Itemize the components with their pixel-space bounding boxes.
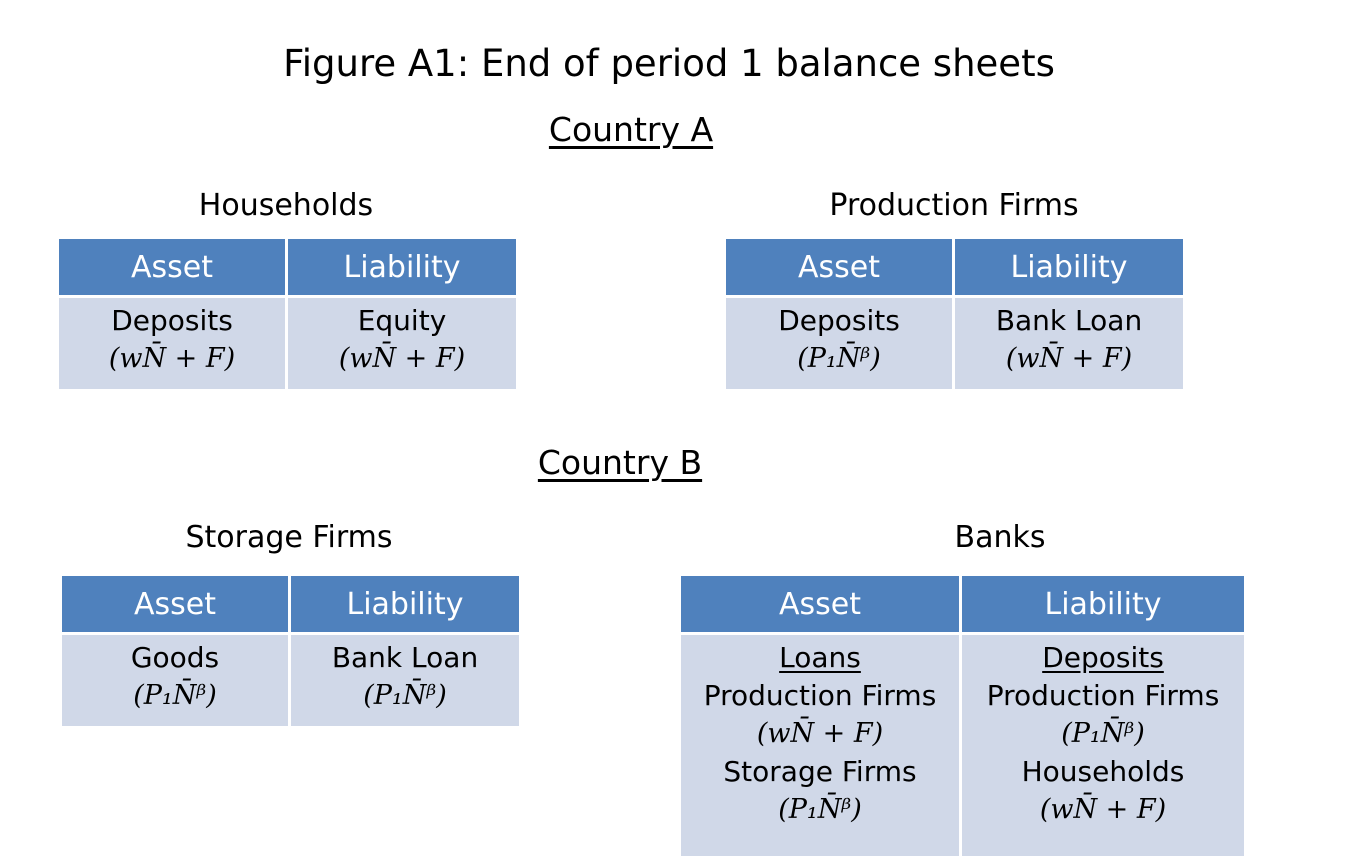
storage-firms-liability-cell: Bank Loan (P₁N̄ᵝ) (288, 632, 522, 729)
households-liability-header: Liability (285, 236, 519, 298)
production-firms-balance-sheet: Asset Liability Deposits (P₁N̄ᵝ) Bank Lo… (723, 236, 1186, 392)
production-firms-liability-cell: Bank Loan (wN̄ + F) (952, 295, 1186, 392)
storage-firms-goods-label: Goods (130, 641, 220, 674)
households-asset-cell: Deposits (wN̄ + F) (56, 295, 288, 392)
banks-deposits-households-label: Households (1021, 755, 1185, 788)
banks-loans-production-firms-label: Production Firms (703, 679, 937, 712)
households-liability-cell: Equity (wN̄ + F) (285, 295, 519, 392)
banks-deposits-production-firms-value: (P₁N̄ᵝ) (1061, 718, 1145, 749)
banks-liability-header: Liability (959, 573, 1247, 635)
banks-deposits-label: Deposits (1042, 641, 1164, 674)
households-deposits-label: Deposits (111, 304, 233, 337)
households-deposits-value: (wN̄ + F) (108, 343, 236, 374)
production-firms-bank-loan-label: Bank Loan (995, 304, 1143, 337)
storage-firms-liability-header: Liability (288, 573, 522, 635)
production-firms-asset-header: Asset (723, 236, 955, 298)
figure-title: Figure A1: End of period 1 balance sheet… (283, 42, 1055, 85)
storage-firms-bank-loan-label: Bank Loan (331, 641, 479, 674)
banks-loans-production-firms-value: (wN̄ + F) (756, 718, 884, 749)
production-firms-deposits-value: (P₁N̄ᵝ) (797, 343, 881, 374)
banks-title: Banks (954, 520, 1046, 555)
storage-firms-bank-loan-value: (P₁N̄ᵝ) (363, 680, 447, 711)
banks-loans-label: Loans (779, 641, 861, 674)
production-firms-bank-loan-value: (wN̄ + F) (1005, 343, 1133, 374)
households-asset-header: Asset (56, 236, 288, 298)
country-a-heading: Country A (548, 110, 714, 149)
storage-firms-goods-value: (P₁N̄ᵝ) (133, 680, 217, 711)
banks-deposits-households-value: (wN̄ + F) (1039, 794, 1167, 825)
banks-loans-storage-firms-label: Storage Firms (723, 755, 917, 788)
banks-asset-header: Asset (678, 573, 962, 635)
households-equity-label: Equity (357, 304, 447, 337)
banks-asset-cell: Loans Production Firms (wN̄ + F) Storage… (678, 632, 962, 859)
banks-balance-sheet: Asset Liability Loans Production Firms (… (678, 573, 1247, 859)
banks-loans-storage-firms-value: (P₁N̄ᵝ) (778, 794, 862, 825)
storage-firms-asset-header: Asset (59, 573, 291, 635)
country-b-heading: Country B (537, 443, 703, 482)
households-equity-value: (wN̄ + F) (338, 343, 466, 374)
production-firms-deposits-label: Deposits (778, 304, 900, 337)
households-balance-sheet: Asset Liability Deposits (wN̄ + F) Equit… (56, 236, 519, 392)
production-firms-liability-header: Liability (952, 236, 1186, 298)
banks-liability-cell: Deposits Production Firms (P₁N̄ᵝ) Househ… (959, 632, 1247, 859)
banks-deposits-production-firms-label: Production Firms (986, 679, 1220, 712)
storage-firms-asset-cell: Goods (P₁N̄ᵝ) (59, 632, 291, 729)
production-firms-title: Production Firms (829, 188, 1079, 223)
storage-firms-title: Storage Firms (185, 520, 393, 555)
storage-firms-balance-sheet: Asset Liability Goods (P₁N̄ᵝ) Bank Loan … (59, 573, 522, 729)
households-title: Households (198, 188, 374, 223)
production-firms-asset-cell: Deposits (P₁N̄ᵝ) (723, 295, 955, 392)
